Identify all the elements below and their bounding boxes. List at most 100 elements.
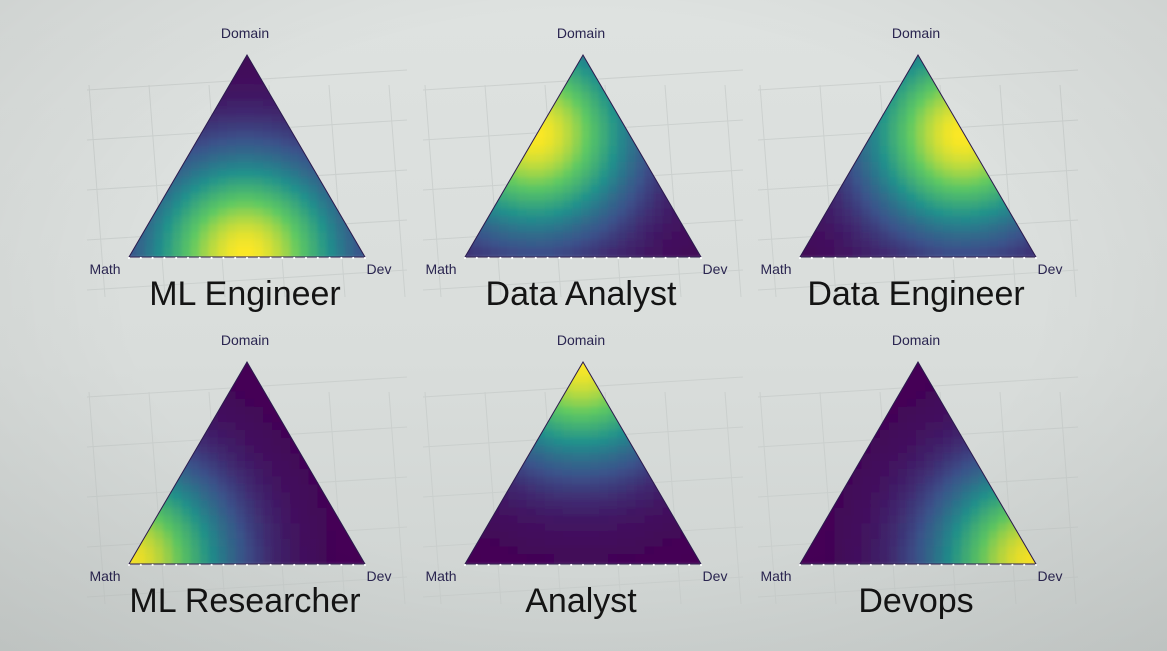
heatmap-cell — [1015, 414, 1029, 427]
heatmap-cell — [517, 91, 531, 104]
heatmap-cell — [861, 468, 875, 481]
heatmap-cell — [834, 84, 848, 96]
heatmap-cell — [535, 154, 549, 166]
heatmap-cell — [861, 406, 875, 419]
heatmap-cell — [680, 208, 694, 221]
heatmap-cell — [879, 414, 893, 427]
heatmap-cell — [481, 445, 495, 458]
heatmap-cell — [961, 398, 975, 411]
heatmap-cell — [680, 161, 694, 174]
heatmap-cell — [272, 146, 286, 158]
heatmap-cell — [199, 146, 213, 158]
axis-tick — [139, 256, 142, 260]
heatmap-cell — [680, 68, 694, 81]
heatmap-cell — [129, 146, 141, 158]
heatmap-cell — [136, 468, 150, 481]
heatmap-cell — [870, 169, 884, 182]
heatmap-cell — [979, 383, 993, 396]
heatmap-cell — [888, 115, 902, 127]
heatmap-cell — [254, 383, 268, 396]
heatmap-cell — [671, 530, 685, 543]
heatmap-cell — [816, 223, 830, 236]
heatmap-cell — [617, 223, 631, 236]
heatmap-cell — [997, 484, 1011, 497]
heatmap-cell — [317, 515, 331, 528]
heatmap-cell — [925, 239, 939, 252]
heatmap-cell — [344, 60, 358, 73]
heatmap-cell — [163, 492, 177, 504]
heatmap-cell — [1006, 138, 1020, 151]
heatmap-cell — [689, 107, 701, 120]
heatmap-cell — [544, 161, 558, 174]
heatmap-cell — [680, 185, 694, 197]
heatmap-cell — [997, 468, 1011, 481]
heatmap-cell — [299, 247, 313, 257]
heatmap-cell — [843, 192, 857, 205]
heatmap-cell — [689, 375, 701, 388]
heatmap-cell — [517, 383, 531, 396]
axis-tick — [316, 256, 319, 260]
heatmap-cell — [970, 383, 984, 396]
heatmap-cell — [961, 223, 975, 236]
heatmap-cell — [635, 391, 649, 403]
heatmap-cell — [181, 68, 195, 81]
heatmap-cell — [353, 208, 365, 221]
heatmap-cell — [526, 492, 540, 504]
heatmap-cell — [562, 161, 576, 174]
heatmap-cell — [906, 530, 920, 543]
heatmap-cell — [136, 91, 150, 104]
heatmap-cell — [800, 68, 812, 81]
heatmap-cell — [272, 476, 286, 489]
heatmap-cell — [190, 247, 204, 257]
heatmap-cell — [317, 192, 331, 205]
heatmap-cell — [943, 247, 957, 257]
heatmap-cell — [925, 362, 939, 372]
heatmap-cell — [1024, 91, 1036, 104]
heatmap-cell — [581, 554, 595, 564]
heatmap-cell — [626, 154, 640, 166]
heatmap-cell — [834, 406, 848, 419]
axis-tick — [175, 563, 178, 567]
heatmap-cell — [861, 169, 875, 182]
heatmap-cell — [499, 375, 513, 388]
axis-tick — [629, 563, 632, 567]
heatmap-cell — [934, 499, 948, 512]
heatmap-cell — [934, 476, 948, 489]
heatmap-cell — [800, 515, 812, 528]
heatmap-cell — [553, 115, 567, 127]
heatmap-cell — [879, 367, 893, 380]
heatmap-cell — [671, 461, 685, 473]
heatmap-cell — [172, 437, 186, 450]
heatmap-cell — [961, 445, 975, 458]
axis-tick — [964, 256, 967, 260]
heatmap-cell — [997, 60, 1011, 73]
axis-tick — [352, 256, 355, 260]
heatmap-cell — [217, 429, 231, 442]
heatmap-cell — [208, 55, 222, 65]
heatmap-cell — [517, 185, 531, 197]
heatmap-cell — [617, 99, 631, 112]
heatmap-cell — [916, 375, 930, 388]
heatmap-cell — [897, 362, 911, 372]
heatmap-cell — [970, 546, 984, 559]
heatmap-cell — [263, 231, 277, 244]
heatmap-cell — [508, 200, 522, 213]
heatmap-cell — [671, 422, 685, 434]
heatmap-cell — [571, 468, 585, 481]
heatmap-cell — [145, 461, 159, 473]
heatmap-cell — [553, 60, 567, 73]
heatmap-cell — [916, 546, 930, 559]
heatmap-cell — [807, 154, 821, 166]
heatmap-cell — [562, 122, 576, 135]
heatmap-cell — [970, 391, 984, 403]
heatmap-cell — [299, 523, 313, 535]
heatmap-cell — [299, 216, 313, 228]
heatmap-cell — [1006, 99, 1020, 112]
heatmap-cell — [943, 177, 957, 190]
axis-tick — [798, 256, 802, 260]
heatmap-cell — [526, 161, 540, 174]
heatmap-cell — [353, 530, 365, 543]
heatmap-cell — [988, 231, 1002, 244]
heatmap-cell — [154, 398, 168, 411]
heatmap-cell — [879, 161, 893, 174]
